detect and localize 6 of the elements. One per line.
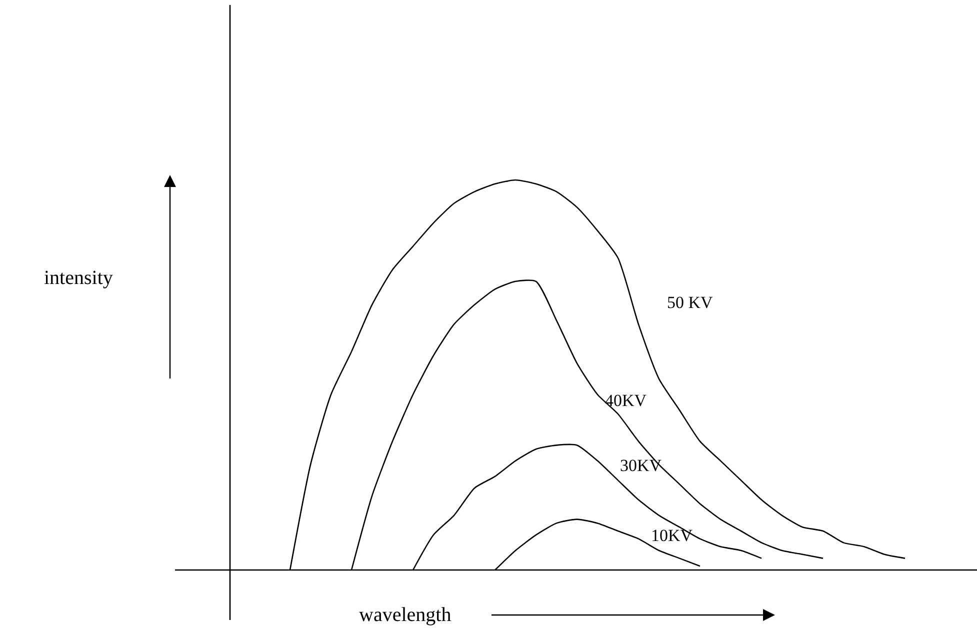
series-label: 50 KV — [667, 293, 714, 312]
series-label: 30KV — [620, 456, 662, 475]
x-axis-title: wavelength — [359, 604, 452, 626]
series-label: 10KV — [651, 526, 694, 545]
text: intensity — [44, 267, 113, 289]
series-label: 40KV — [605, 391, 648, 410]
